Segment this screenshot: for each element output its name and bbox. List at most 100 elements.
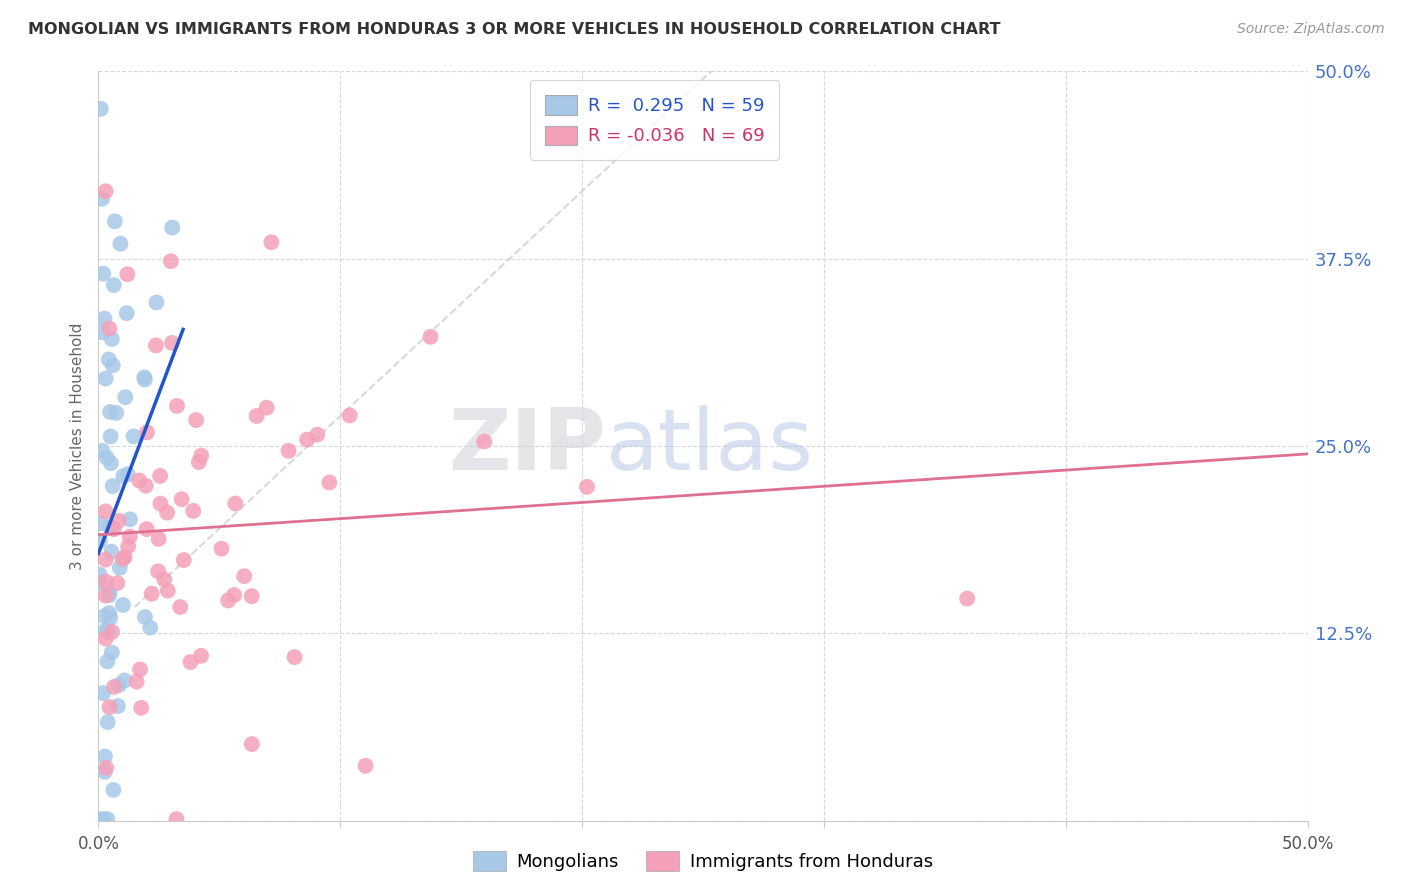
Point [240,589,263,603]
Point [114,673,136,688]
Point [283,650,305,665]
Point [94,184,117,198]
Point [93,764,115,779]
Point [97,352,120,367]
Point [135,479,157,493]
Point [98,611,121,625]
Point [162,220,184,235]
Point [98,700,121,714]
Point [90,102,112,116]
Point [472,434,495,449]
Point [118,512,141,526]
Point [107,699,129,714]
Point [98,586,121,600]
Point [135,522,157,536]
Point [105,576,128,591]
Point [101,479,124,493]
Y-axis label: 3 or more Vehicles in Household: 3 or more Vehicles in Household [70,322,86,570]
Point [112,469,135,483]
Text: MONGOLIAN VS IMMIGRANTS FROM HONDURAS 3 OR MORE VEHICLES IN HOUSEHOLD CORRELATIO: MONGOLIAN VS IMMIGRANTS FROM HONDURAS 3 … [28,22,1001,37]
Point [246,409,269,423]
Point [101,359,124,373]
Point [111,598,134,612]
Point [100,544,122,558]
Point [145,295,167,310]
Point [108,678,131,692]
Point [117,267,139,281]
Point [96,625,118,640]
Point [104,214,127,228]
Point [96,450,118,465]
Point [125,674,148,689]
Legend: Mongolians, Immigrants from Honduras: Mongolians, Immigrants from Honduras [467,844,939,879]
Point [211,541,233,556]
Point [110,236,132,251]
Point [103,278,125,293]
Point [91,443,114,458]
Point [419,330,441,344]
Point [96,761,118,775]
Point [103,783,125,797]
Point [160,254,183,268]
Point [90,516,112,531]
Point [277,443,299,458]
Point [575,480,598,494]
Point [233,569,256,583]
Point [145,338,167,352]
Point [98,321,121,335]
Point [96,654,118,668]
Point [956,591,979,606]
Point [187,455,209,469]
Point [136,425,159,440]
Point [190,648,212,663]
Text: atlas: atlas [606,404,814,488]
Point [89,812,111,826]
Point [94,589,117,603]
Point [186,413,208,427]
Point [94,574,117,589]
Point [134,610,156,624]
Point [148,532,170,546]
Point [224,496,246,510]
Point [173,553,195,567]
Point [89,576,111,591]
Point [139,621,162,635]
Text: Source: ZipAtlas.com: Source: ZipAtlas.com [1237,22,1385,37]
Point [101,332,124,346]
Point [97,715,120,730]
Point [134,373,156,387]
Point [134,370,156,384]
Point [107,514,129,528]
Point [307,427,329,442]
Point [156,506,179,520]
Point [98,588,121,602]
Point [318,475,340,490]
Point [122,429,145,443]
Text: ZIP: ZIP [449,404,606,488]
Point [94,749,117,764]
Point [260,235,283,250]
Point [98,520,121,534]
Point [94,504,117,518]
Point [354,758,377,772]
Point [96,812,118,826]
Point [149,469,172,483]
Point [98,606,121,620]
Point [89,567,111,582]
Point [149,497,172,511]
Point [169,599,191,614]
Point [128,474,150,488]
Point [114,390,136,404]
Point [91,326,114,340]
Point [91,686,114,700]
Point [181,504,204,518]
Point [190,449,212,463]
Point [160,335,183,350]
Point [100,429,122,443]
Point [101,646,124,660]
Point [100,456,122,470]
Point [89,533,111,548]
Point [129,663,152,677]
Legend: R =  0.295   N = 59, R = -0.036   N = 69: R = 0.295 N = 59, R = -0.036 N = 69 [530,80,779,160]
Point [179,655,201,669]
